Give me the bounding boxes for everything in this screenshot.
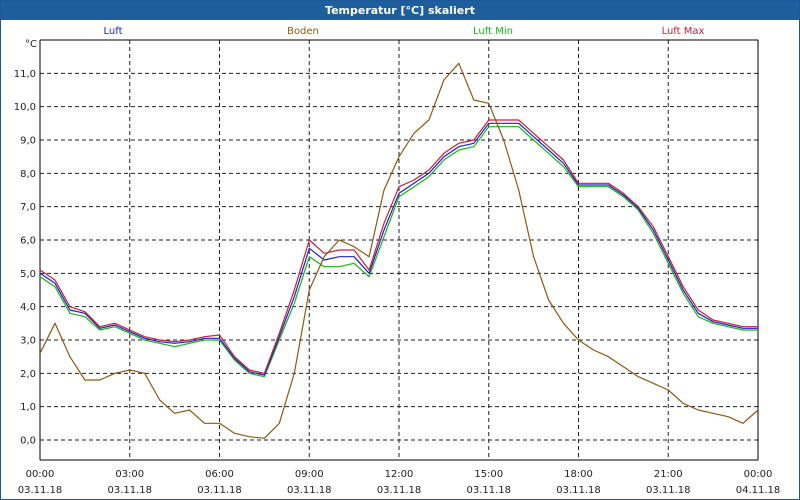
y-axis-unit-label: °C	[25, 39, 37, 50]
legend-item-luft-min: Luft Min	[473, 26, 513, 37]
axes	[39, 39, 759, 461]
y-tick-label: 1,0	[20, 402, 36, 413]
series-line-luft	[39, 122, 758, 376]
x-tick-time: 06:00	[205, 469, 234, 480]
y-tick-label: 5,0	[20, 269, 36, 280]
x-tick-date: 03.11.18	[18, 485, 63, 496]
legend-item-luft-max: Luft Max	[662, 26, 705, 37]
y-tick-label: 8,0	[20, 169, 36, 180]
y-tick-label: 11,0	[14, 69, 36, 80]
x-tick-time: 18:00	[564, 469, 593, 480]
y-tick-label: 0,0	[20, 436, 36, 447]
x-tick-date: 03.11.18	[466, 485, 511, 496]
y-tick-label: 6,0	[20, 236, 36, 247]
series-line-boden	[39, 62, 759, 439]
grid-lines	[40, 40, 759, 460]
x-tick-date: 03.11.18	[107, 485, 152, 496]
x-tick-time: 15:00	[474, 469, 503, 480]
y-tick-label: 10,0	[14, 102, 36, 113]
series-line-luft-max	[39, 119, 758, 374]
x-tick-date: 03.11.18	[287, 485, 332, 496]
x-tick-date: 03.11.18	[377, 485, 422, 496]
y-tick-label: 9,0	[20, 136, 36, 147]
x-tick-date: 03.11.18	[646, 485, 691, 496]
legend-item-luft: Luft	[104, 26, 123, 37]
x-tick-time: 12:00	[385, 469, 414, 480]
legend-item-boden: Boden	[287, 26, 319, 37]
series-lines	[39, 62, 759, 439]
x-tick-date: 03.11.18	[556, 485, 601, 496]
x-tick-date: 03.11.18	[197, 485, 242, 496]
y-tick-label: 7,0	[20, 202, 36, 213]
series-line-luft-min	[39, 126, 758, 378]
y-tick-label: 4,0	[20, 302, 36, 313]
x-tick-time: 00:00	[26, 469, 55, 480]
x-tick-time: 00:00	[744, 469, 773, 480]
y-tick-label: 2,0	[20, 369, 36, 380]
tick-labels: 0,0 1,0 2,0 3,0 4,0 5,0 6,0 7,0 8,0 9,0 10,0 11,0 °C…	[14, 39, 781, 496]
window-title: Temperatur [°C] skaliert	[1, 1, 799, 20]
x-tick-time: 21:00	[654, 469, 683, 480]
y-tick-label: 3,0	[20, 336, 36, 347]
legend: Luft Boden Luft Min Luft Max	[104, 26, 705, 37]
x-tick-time: 09:00	[295, 469, 324, 480]
x-tick-date: 04.11.18	[736, 485, 781, 496]
x-tick-time: 03:00	[115, 469, 144, 480]
